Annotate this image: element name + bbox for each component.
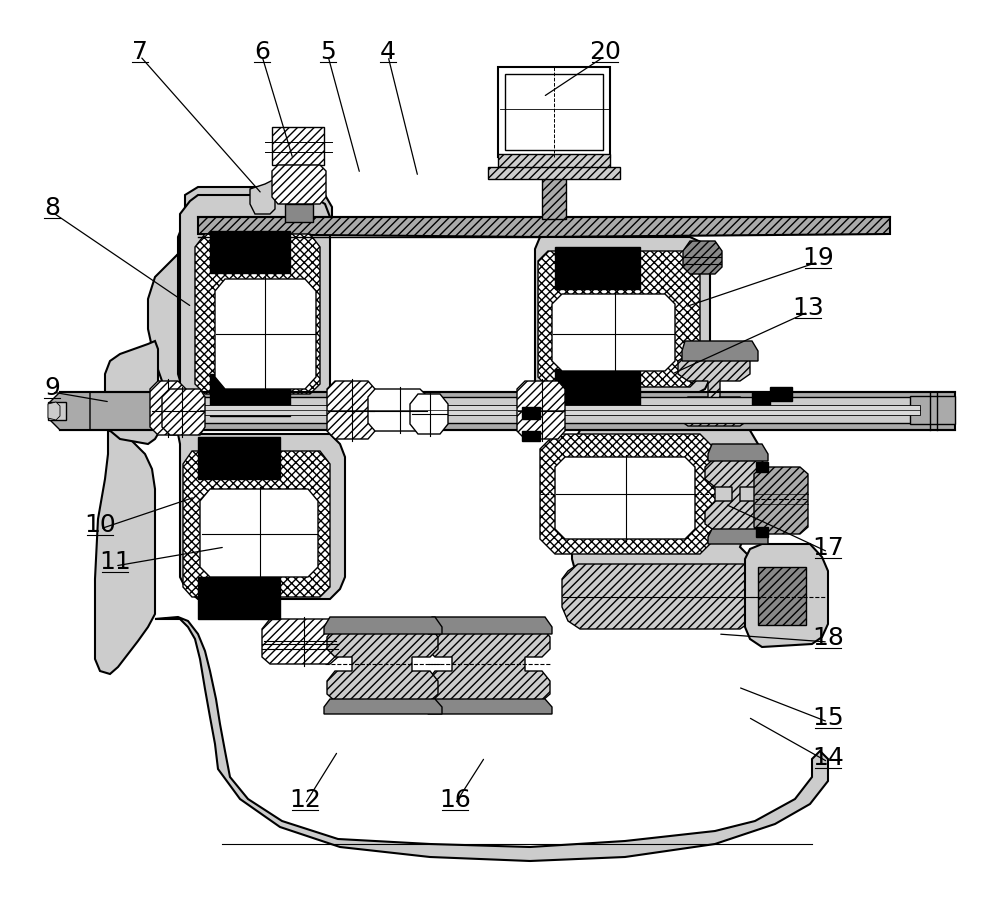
Text: 19: 19 [802, 246, 834, 270]
Polygon shape [552, 294, 675, 372]
Bar [198, 577, 280, 619]
Bar [175, 397, 925, 424]
Polygon shape [683, 242, 722, 275]
Polygon shape [754, 468, 808, 535]
Polygon shape [428, 699, 552, 714]
Bar [522, 407, 540, 420]
Bar [505, 75, 603, 151]
Bar [60, 393, 955, 431]
Polygon shape [562, 564, 758, 629]
Polygon shape [368, 389, 428, 432]
Polygon shape [324, 699, 442, 714]
Text: 20: 20 [589, 40, 621, 64]
Polygon shape [150, 382, 186, 435]
Bar [488, 168, 620, 180]
Polygon shape [410, 395, 448, 434]
Bar [498, 154, 610, 172]
Polygon shape [250, 180, 275, 215]
Polygon shape [162, 389, 205, 435]
Polygon shape [540, 434, 715, 554]
Text: 9: 9 [44, 376, 60, 399]
Polygon shape [428, 618, 552, 634]
Bar [756, 527, 768, 537]
Text: 6: 6 [254, 40, 270, 64]
Polygon shape [148, 188, 332, 402]
Text: 4: 4 [380, 40, 396, 64]
Bar [198, 438, 280, 479]
Text: 7: 7 [132, 40, 148, 64]
Text: 11: 11 [99, 549, 131, 573]
Text: 8: 8 [44, 196, 60, 219]
Bar [758, 567, 806, 625]
Bar [210, 375, 290, 416]
Polygon shape [745, 545, 828, 647]
Polygon shape [324, 618, 442, 634]
Polygon shape [517, 382, 565, 440]
Text: 17: 17 [812, 535, 844, 559]
Polygon shape [180, 196, 330, 402]
Polygon shape [327, 628, 438, 702]
Bar [770, 387, 792, 402]
Polygon shape [682, 341, 758, 361]
Bar [498, 68, 610, 158]
Text: 18: 18 [812, 625, 844, 649]
Polygon shape [708, 444, 768, 461]
Polygon shape [427, 628, 550, 702]
Bar [48, 405, 58, 417]
Polygon shape [105, 341, 158, 444]
Bar [522, 432, 540, 442]
Polygon shape [183, 452, 330, 598]
Bar [542, 158, 566, 219]
Bar [756, 462, 768, 472]
Polygon shape [155, 618, 828, 861]
Polygon shape [48, 403, 60, 421]
Polygon shape [95, 432, 155, 675]
Text: 5: 5 [320, 40, 336, 64]
Polygon shape [678, 355, 750, 426]
Bar [210, 232, 290, 274]
Polygon shape [198, 218, 890, 237]
Polygon shape [327, 382, 375, 440]
Text: 12: 12 [289, 787, 321, 811]
Polygon shape [215, 280, 316, 389]
Polygon shape [178, 434, 345, 600]
Text: 10: 10 [84, 512, 116, 536]
Polygon shape [705, 458, 768, 531]
Polygon shape [708, 529, 768, 545]
Bar [555, 247, 640, 290]
Polygon shape [555, 458, 695, 539]
Polygon shape [50, 393, 90, 431]
Bar [752, 393, 770, 413]
Polygon shape [535, 237, 710, 414]
Bar [285, 205, 313, 223]
Polygon shape [262, 619, 338, 665]
Bar [272, 128, 324, 166]
Bar [200, 405, 920, 415]
Bar [555, 369, 640, 412]
Text: 15: 15 [812, 705, 844, 730]
Polygon shape [538, 252, 700, 387]
Polygon shape [272, 166, 326, 205]
Text: 16: 16 [439, 787, 471, 811]
Text: 14: 14 [812, 745, 844, 769]
Polygon shape [200, 489, 318, 577]
Bar [48, 403, 66, 421]
Text: 13: 13 [792, 295, 824, 320]
Polygon shape [540, 414, 760, 628]
Bar [910, 396, 955, 424]
Polygon shape [195, 235, 320, 395]
